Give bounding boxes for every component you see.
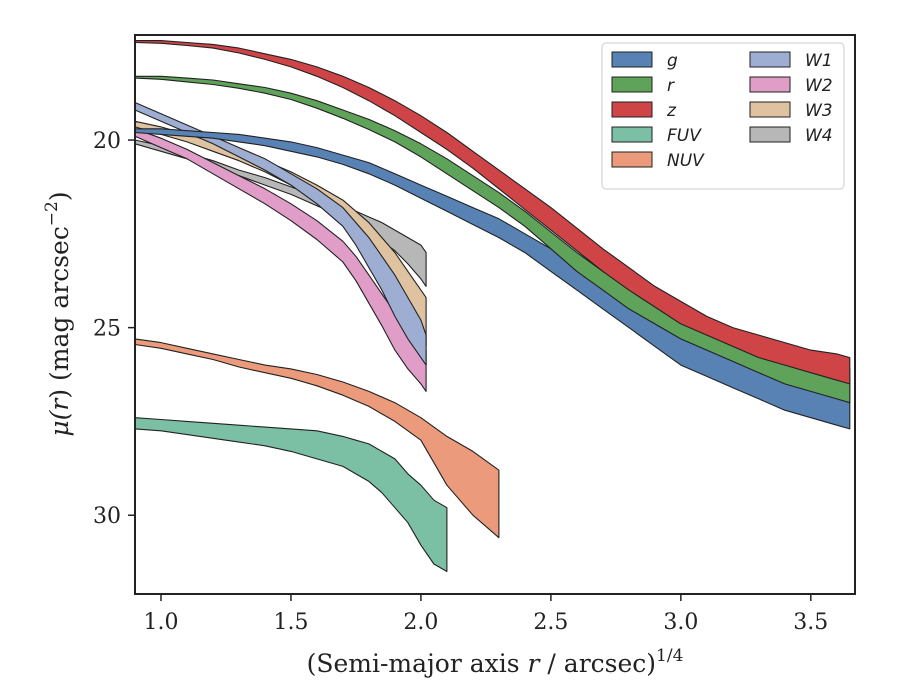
band-z (134, 40, 851, 385)
legend-label-w2: W2 (805, 76, 833, 96)
band-g (134, 128, 851, 430)
band-r (134, 75, 851, 404)
legend-label-z: z (666, 101, 677, 121)
x-tick-label: 2.0 (403, 610, 438, 635)
legend: grz FUV NUV W1 W2 W3 W4 (601, 42, 845, 190)
legend-label-g: g (667, 51, 678, 71)
x-axis-label: (Semi-major axis r / arcsec)1/4 (307, 646, 684, 678)
x-tick-label: 1.5 (273, 610, 308, 635)
band-w1 (134, 101, 427, 366)
y-tick-label: 25 (93, 317, 121, 342)
band-w2 (134, 128, 427, 392)
legend-swatch-r (611, 76, 653, 93)
legend-label-w4: W4 (805, 126, 833, 146)
band-nuv (134, 338, 500, 539)
y-axis-label: μ(r) (mag arcsec−2) (42, 191, 74, 436)
y-tick-label: 20 (93, 129, 121, 154)
legend-label-fuv: FUV (667, 126, 702, 146)
legend-swatch-g (611, 51, 653, 68)
legend-swatch-w2 (749, 76, 791, 93)
legend-swatch-w1 (749, 51, 791, 68)
legend-label-r: r (667, 76, 675, 96)
x-tick-label: 1.0 (143, 610, 178, 635)
x-tick-label: 2.5 (533, 610, 568, 635)
legend-swatch-z (611, 101, 653, 118)
legend-swatch-nuv (611, 151, 653, 168)
x-tick-label: 3.0 (663, 610, 698, 635)
legend-label-nuv: NUV (667, 151, 705, 171)
legend-label-w3: W3 (805, 101, 833, 121)
profile-bands (134, 40, 851, 573)
legend-swatch-w4 (749, 126, 791, 143)
legend-label-w1: W1 (805, 51, 833, 71)
y-tick-label: 30 (93, 504, 121, 529)
legend-swatch-fuv (611, 126, 653, 143)
y-axis-ticks: 20 25 30 (93, 129, 135, 529)
x-tick-label: 3.5 (793, 610, 828, 635)
legend-items: grz FUV NUV W1 W2 W3 W4 (611, 51, 833, 171)
legend-swatch-w3 (749, 101, 791, 118)
band-fuv (134, 417, 448, 573)
x-axis-ticks: 1.0 1.5 2.0 2.5 3.0 3.5 (143, 594, 828, 635)
band-w4 (134, 139, 427, 287)
plot-frame (134, 34, 856, 595)
